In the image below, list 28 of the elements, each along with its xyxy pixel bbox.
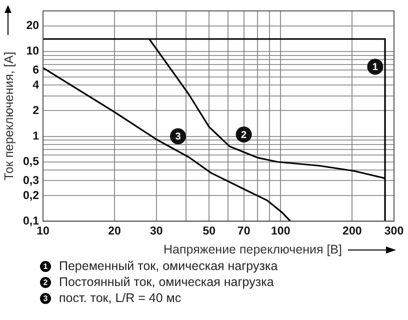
legend-label: Постоянный ток, омическая нагрузка bbox=[59, 275, 274, 289]
x-tick-label: 20 bbox=[108, 225, 121, 238]
text: 2 bbox=[43, 278, 48, 286]
annotation: 3 bbox=[175, 132, 182, 143]
x-tick-label: 50 bbox=[202, 225, 216, 238]
text: 1 bbox=[43, 262, 48, 270]
y-tick-label: 20 bbox=[26, 20, 39, 32]
y-tick-label: 10 bbox=[26, 46, 39, 58]
y-tick-label: 0,5 bbox=[22, 156, 40, 168]
legend-label: пост. ток, L/R = 40 мс bbox=[59, 291, 182, 305]
y-tick-label: 0,2 bbox=[22, 190, 39, 202]
x-tick-label: 70 bbox=[237, 225, 250, 238]
x-tick-label: 300 bbox=[384, 225, 404, 238]
x-tick-label: 100 bbox=[271, 225, 290, 238]
text: 3 bbox=[43, 294, 48, 302]
annotation: 1 bbox=[372, 62, 378, 73]
y-tick-label: 1 bbox=[32, 130, 40, 142]
x-tick-label: 30 bbox=[150, 225, 163, 238]
y-tick-label: 2 bbox=[32, 104, 39, 117]
y-tick-label: 0,3 bbox=[22, 174, 39, 187]
y-tick-label: 6 bbox=[32, 64, 39, 76]
x-tick-label: 200 bbox=[342, 225, 362, 238]
x-axis-title: Напряжение переключения [В] bbox=[164, 242, 342, 256]
y-tick-label: 0,1 bbox=[22, 215, 40, 228]
legend-label: Переменный ток, омическая нагрузка bbox=[59, 259, 278, 273]
y-axis-title: Ток переключения, [А] bbox=[2, 52, 16, 180]
y-tick-label: 4 bbox=[32, 79, 40, 92]
annotation: 2 bbox=[241, 130, 248, 141]
